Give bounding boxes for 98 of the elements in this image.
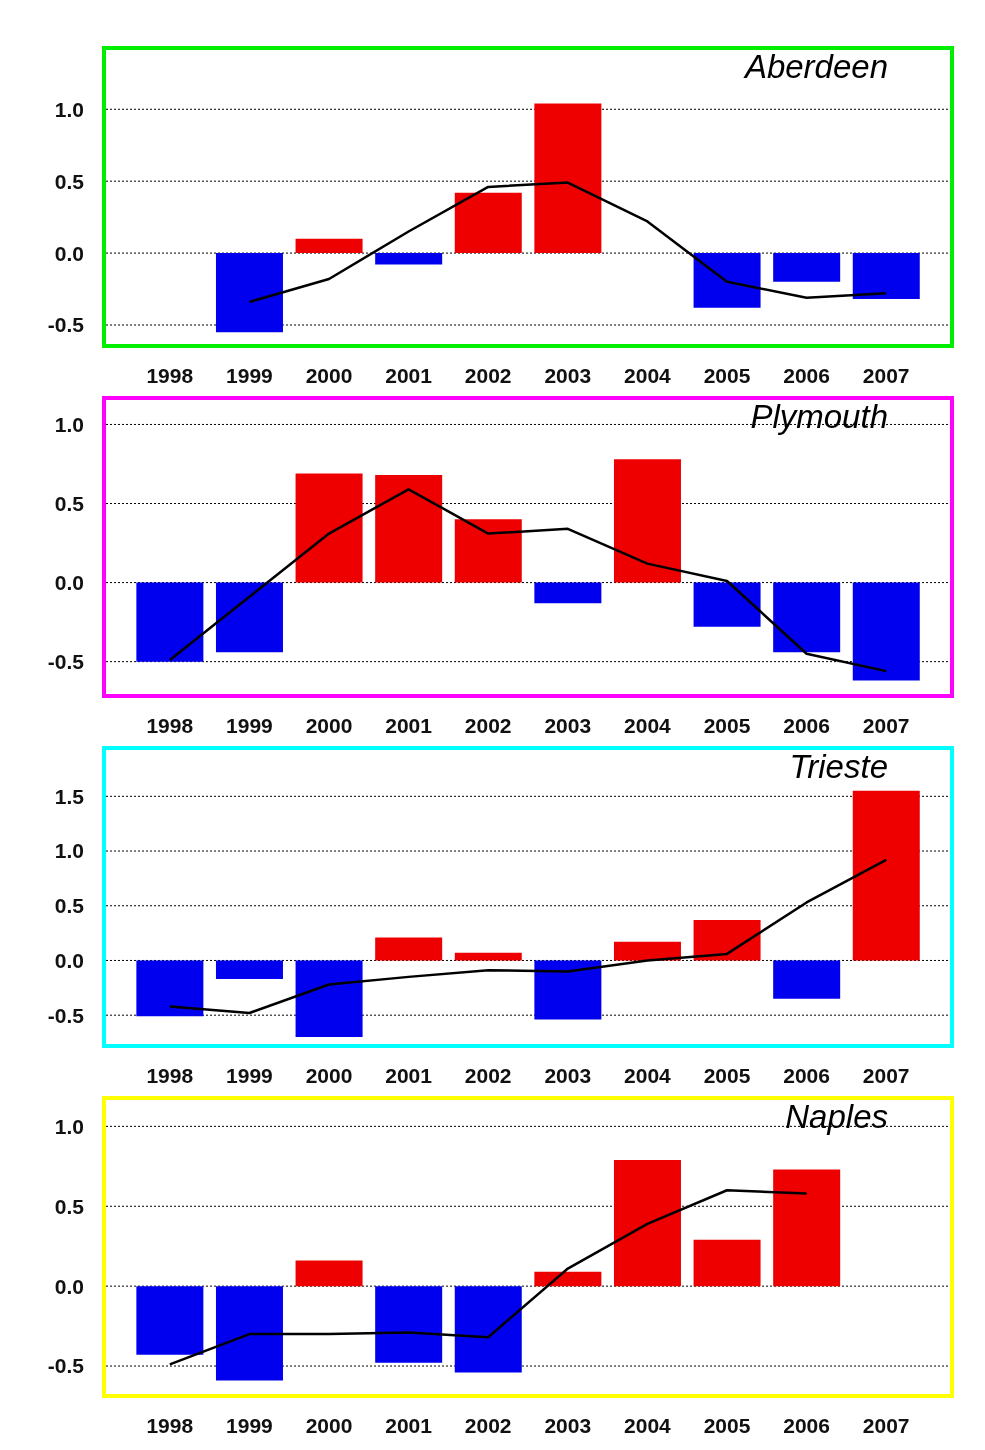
bar (773, 1169, 841, 1287)
bar (375, 253, 443, 265)
bar (693, 919, 761, 961)
bar (215, 582, 283, 653)
y-tick-label: -0.5 (47, 1003, 85, 1027)
x-tick-label: 1999 (226, 1413, 273, 1437)
x-tick-label: 2005 (703, 363, 751, 387)
bar (693, 582, 761, 627)
bar (215, 960, 283, 980)
x-tick-label: 2005 (703, 1413, 751, 1437)
chart-title: Plymouth (750, 398, 888, 436)
y-tick-label: 0.5 (54, 1194, 85, 1218)
x-tick-label: 2002 (464, 1413, 512, 1437)
y-tick-label: 1.0 (54, 839, 84, 863)
bar (773, 582, 841, 653)
x-tick-label: 2006 (783, 713, 830, 737)
bar (375, 1286, 443, 1363)
y-tick-label: -0.5 (47, 313, 85, 337)
y-tick-label: -0.5 (47, 1354, 85, 1378)
bar (534, 960, 602, 1020)
bar (852, 253, 920, 300)
x-tick-label: 2007 (862, 363, 910, 387)
x-tick-label: 2001 (385, 713, 433, 737)
x-tick-label: 1998 (146, 1413, 194, 1437)
bar (454, 519, 522, 583)
bar (613, 941, 681, 961)
bar (693, 1239, 761, 1287)
x-tick-label: 2000 (305, 713, 353, 737)
bar (295, 1260, 363, 1287)
x-tick-label: 2004 (624, 713, 672, 737)
x-tick-label: 1999 (226, 1063, 273, 1087)
bar (215, 1286, 283, 1381)
bar (534, 1271, 602, 1287)
x-tick-label: 1999 (226, 713, 273, 737)
bar (295, 238, 363, 254)
bar (295, 960, 363, 1038)
bar (534, 103, 602, 254)
y-tick-label: 1.0 (54, 1114, 84, 1138)
x-tick-label: 2004 (624, 363, 672, 387)
x-tick-label: 2002 (464, 1063, 512, 1087)
x-tick-label: 2001 (385, 363, 433, 387)
x-tick-label: 2007 (862, 1063, 910, 1087)
chart-title: Aberdeen (744, 48, 888, 86)
bar (852, 582, 920, 681)
x-tick-label: 2005 (703, 713, 751, 737)
x-tick-label: 2007 (862, 1413, 910, 1437)
bar (454, 952, 522, 961)
x-tick-label: 2003 (544, 713, 592, 737)
x-tick-label: 2003 (544, 1063, 592, 1087)
x-tick-label: 2006 (783, 1413, 830, 1437)
x-tick-label: 2004 (624, 1413, 672, 1437)
x-tick-label: 1999 (226, 363, 273, 387)
x-tick-label: 2002 (464, 713, 512, 737)
bar (613, 459, 681, 583)
x-tick-label: 2001 (385, 1063, 433, 1087)
x-tick-label: 2004 (624, 1063, 672, 1087)
y-tick-label: 1.5 (54, 784, 85, 808)
chart-title: Trieste (789, 748, 888, 786)
chart-title: Naples (785, 1098, 888, 1136)
bar (136, 960, 204, 1017)
x-tick-label: 2007 (862, 713, 910, 737)
bar (773, 253, 841, 282)
x-tick-label: 2003 (544, 1413, 592, 1437)
bar (295, 473, 363, 583)
x-tick-label: 2002 (464, 363, 512, 387)
y-tick-label: 0.5 (54, 491, 85, 515)
bar (136, 582, 204, 662)
bar (693, 253, 761, 308)
y-tick-label: 1.0 (54, 412, 84, 436)
y-tick-label: 0.0 (54, 1274, 84, 1298)
y-tick-label: 0.5 (54, 169, 85, 193)
x-tick-label: 2003 (544, 363, 592, 387)
x-tick-label: 2000 (305, 1413, 353, 1437)
y-tick-label: 1.0 (54, 97, 84, 121)
bar (454, 1286, 522, 1373)
x-tick-label: 1998 (146, 713, 194, 737)
bar (375, 475, 443, 583)
x-tick-label: 1998 (146, 363, 194, 387)
y-tick-label: 0.0 (54, 571, 84, 595)
bar (215, 253, 283, 333)
bar (852, 790, 920, 961)
x-tick-label: 2000 (305, 1063, 353, 1087)
bar (773, 960, 841, 999)
y-tick-label: 0.0 (54, 241, 84, 265)
bar (454, 192, 522, 254)
x-tick-label: 2006 (783, 363, 830, 387)
y-tick-label: 0.0 (54, 948, 84, 972)
bar (613, 1159, 681, 1287)
bar (375, 937, 443, 961)
x-tick-label: 2005 (703, 1063, 751, 1087)
bar (136, 1286, 204, 1355)
y-tick-label: 0.5 (54, 894, 85, 918)
x-tick-label: 2001 (385, 1413, 433, 1437)
y-tick-label: -0.5 (47, 650, 85, 674)
x-tick-label: 1998 (146, 1063, 194, 1087)
bar (534, 582, 602, 604)
x-tick-label: 2000 (305, 363, 353, 387)
x-tick-label: 2006 (783, 1063, 830, 1087)
